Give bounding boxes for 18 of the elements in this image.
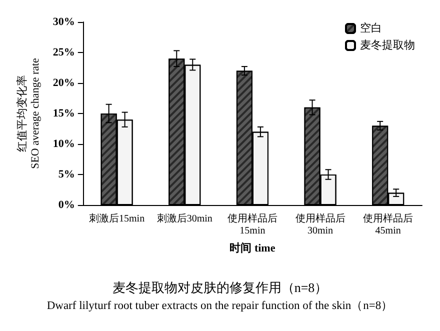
x-tick-label: 使用样品后15min	[227, 212, 278, 236]
x-axis-title: 时间 time	[230, 242, 276, 254]
y-tick-label: 30%	[52, 16, 75, 28]
legend-label: 空白	[360, 22, 382, 34]
y-tick-label: 10%	[52, 138, 75, 150]
text: Dwarf lilyturf root tuber extracts on the repair function of the skin（n=8）	[46, 300, 394, 312]
y-tick-label: 15%	[52, 108, 75, 120]
y-tick-label: 25%	[52, 46, 75, 58]
y-axis-title: 红值平均变化率 SEO average change rate	[16, 58, 42, 169]
y-tick-label: 20%	[52, 77, 75, 89]
x-tick-label: 刺激后30min	[156, 212, 212, 224]
y-tick-label: 5%	[58, 168, 75, 180]
y-tick-label: 0%	[58, 199, 75, 211]
x-tick-label: 使用样品后30min	[295, 212, 346, 236]
x-tick-label: 使用样品后45min	[363, 212, 414, 236]
legend-label: 麦冬提取物	[360, 38, 415, 52]
x-tick-label: 刺激后15min	[89, 212, 145, 224]
text: 麦冬提取物对皮肤的修复作用（n=8）	[112, 280, 328, 295]
